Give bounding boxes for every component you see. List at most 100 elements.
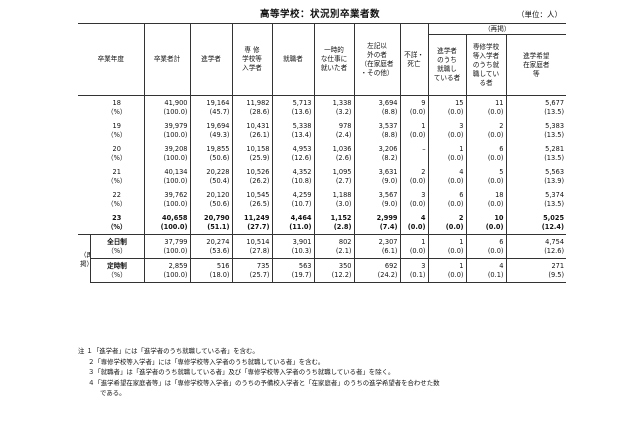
value-cell: 15 [427, 95, 466, 108]
value-cell: 2 [427, 211, 466, 223]
percent-cell: (9.0) [353, 177, 400, 188]
percent-cell: (0.0) [427, 271, 466, 283]
row-spacer [78, 142, 90, 154]
percent-cell: (0.0) [427, 200, 466, 211]
value-cell: 5,383 [505, 119, 567, 131]
value-cell: 10,431 [231, 119, 272, 131]
year-label: 20 [112, 145, 121, 153]
header-fumei: 不詳・ 死亡 [399, 23, 428, 96]
value-cell: 1 [399, 119, 428, 131]
percent-cell: (13.9) [505, 177, 567, 188]
value-cell: 20,228 [189, 165, 232, 177]
table-row: 23 40,658 20,790 11,249 4,464 1,152 2,999 4 2 10 5… [78, 211, 567, 223]
value-cell: 3 [427, 119, 466, 131]
percent-cell: (0.0) [399, 131, 428, 142]
year-label: 18 [112, 99, 121, 107]
percent-cell: (100.0) [143, 200, 190, 211]
value-cell: 5,281 [505, 142, 567, 154]
percent-cell: (0.1) [465, 271, 506, 283]
percent-cell: (0.0) [465, 247, 506, 259]
percent-cell: (24.2) [353, 271, 400, 283]
percent-cell: (8.2) [353, 154, 400, 165]
row-spacer [78, 154, 90, 165]
percent-cell: (0.0) [399, 108, 428, 119]
percent-cell: (28.6) [231, 108, 272, 119]
percent-cell: (2.4) [313, 131, 354, 142]
table-row: 18 41,900 19,164 11,982 5,713 1,338 3,694 9 15 11… [78, 95, 567, 109]
row-spacer [78, 96, 90, 109]
header-shingaku-shushoku: 進学者 のうち 就職し ている者 [427, 34, 466, 96]
footnotes: 注 １「進学者」には「進学者のうち就職している者」を含む。 ２「専修学校等入学者… [78, 346, 578, 399]
value-cell: 5,713 [271, 95, 314, 108]
header-kibou: 進学希望 在家庭者等 [505, 34, 567, 96]
header-senshu: 専 修学校等 入学者 [231, 23, 272, 96]
value-cell: 516 [189, 258, 232, 271]
percent-cell: (8.8) [353, 131, 400, 142]
value-cell: 4 [427, 165, 466, 177]
note-4: ４「進学希望在家庭者等」は「専修学校等入学者」のうちの予備校入学者と「在家庭者」… [88, 378, 440, 387]
value-cell: 11,249 [231, 211, 272, 223]
pct-label: （%） [107, 108, 127, 116]
value-cell: 39,208 [143, 142, 190, 154]
percent-cell: (0.0) [465, 154, 506, 165]
header-year: 卒業年度 [78, 23, 144, 96]
header-shushoku: 就職者 [271, 23, 314, 96]
value-cell: 3,206 [353, 142, 400, 154]
value-cell: 19,694 [189, 119, 232, 131]
pct-label: （%） [90, 223, 144, 235]
table-row: 21 40,134 20,228 10,526 4,352 1,095 3,631 2 4 5 5,… [78, 165, 567, 177]
header-other: 左記以 外の者 （在家庭者 ・その他） [353, 23, 400, 96]
value-cell: 39,979 [143, 119, 190, 131]
value-cell: 4,259 [271, 188, 314, 200]
percent-cell: (50.4) [189, 177, 232, 188]
value-cell: 3,537 [353, 119, 400, 131]
percent-cell: (0.0) [427, 131, 466, 142]
value-cell: 11,982 [231, 95, 272, 108]
percent-cell: (7.4) [353, 223, 400, 235]
header-saikei: （再掲） [427, 23, 567, 35]
value-cell: 735 [231, 258, 272, 271]
percent-cell: (2.8) [313, 223, 354, 235]
value-cell: 1 [399, 234, 428, 247]
unit-label: （単位：人） [517, 10, 562, 19]
table-row-pct: （%） (100.0) (51.1) (27.7) (11.0) (2.8) (7.4) (0… [78, 223, 567, 235]
pct-label: （%） [90, 247, 144, 259]
percent-cell: (13.4) [271, 131, 314, 142]
value-cell: 6 [465, 142, 506, 154]
table-row-pct: （%） (100.0) (50.4) (26.2) (10.8) (2.7) (9.0) (0… [78, 177, 567, 188]
percent-cell: (10.3) [271, 247, 314, 259]
row-spacer [78, 165, 90, 177]
percent-cell: (2.6) [313, 154, 354, 165]
year-label: 23 [112, 214, 122, 222]
value-cell: 4 [465, 258, 506, 271]
percent-cell: (9.5) [505, 271, 567, 283]
value-cell: 39,762 [143, 188, 190, 200]
value-cell: 802 [313, 234, 354, 247]
percent-cell: (50.6) [189, 154, 232, 165]
value-cell: 563 [271, 258, 314, 271]
table-row-pct: （%） (100.0) (50.6) (26.5) (10.7) (3.0) (9.0) (0… [78, 200, 567, 211]
percent-cell: (0.0) [427, 108, 466, 119]
saikei-side-label: （再掲） [78, 234, 91, 283]
percent-cell: (100.0) [143, 247, 190, 259]
value-cell: 1,188 [313, 188, 354, 200]
percent-cell: (0.0) [465, 223, 506, 235]
value-cell: 5,025 [505, 211, 567, 223]
percent-cell: (53.6) [189, 247, 232, 259]
course-label: 定時制 [107, 262, 127, 270]
value-cell: 3,694 [353, 95, 400, 108]
value-cell: 271 [505, 258, 567, 271]
note-4-cont: である。 [100, 389, 126, 397]
percent-cell: (0.0) [465, 131, 506, 142]
note-1: 注 １「進学者」には「進学者のうち就職している者」を含む。 [78, 347, 259, 355]
table-row: 20 39,208 19,855 10,158 4,953 1,036 3,206–1 6 5,… [78, 142, 567, 154]
percent-cell: (0.0) [465, 200, 506, 211]
table-row-pct: （%） (100.0) (18.0) (25.7) (19.7) (12.2) (24.2)… [78, 271, 567, 283]
value-cell: 9 [399, 95, 428, 108]
value-cell: 4,953 [271, 142, 314, 154]
value-cell: 40,658 [143, 211, 190, 223]
percent-cell: (3.2) [313, 108, 354, 119]
percent-cell: (26.2) [231, 177, 272, 188]
value-cell: 4 [399, 211, 428, 223]
pct-label: （%） [107, 131, 127, 139]
